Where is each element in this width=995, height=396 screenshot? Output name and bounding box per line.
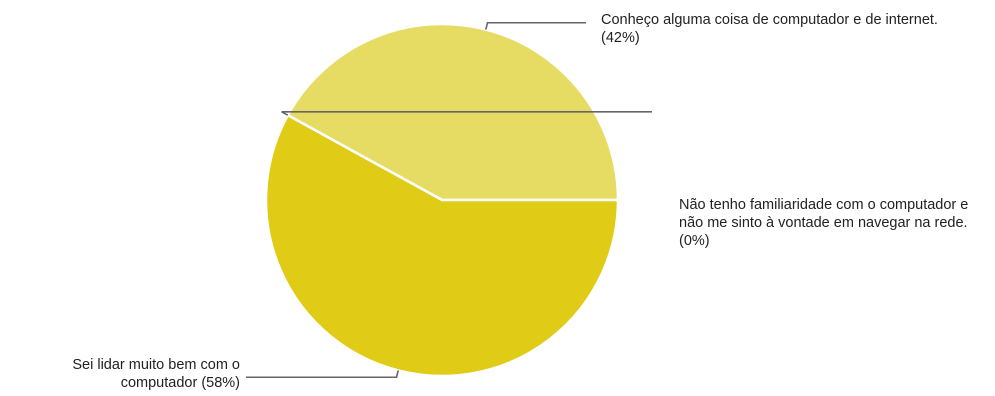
slice-label-nao-tenho: Não tenho familiaridade com o computador…: [679, 197, 969, 249]
leader-line-conheco: [484, 21, 586, 30]
pie-slice-sei-lidar: [264, 113, 620, 378]
slice-label-conheco: Conheço alguma coisa de computador e de …: [601, 12, 938, 46]
slice-label-sei-lidar: Sei lidar muito bem com o computador (58…: [72, 357, 240, 391]
leader-line-nao-tenho: [281, 111, 652, 116]
leader-line-sei-lidar: [246, 370, 400, 379]
